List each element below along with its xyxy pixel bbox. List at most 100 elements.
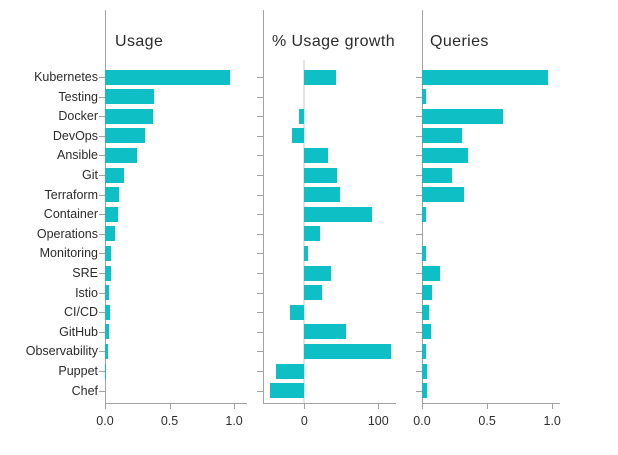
bar-observability: [304, 343, 391, 359]
bar-sre: [105, 265, 111, 281]
category-label: SRE: [72, 266, 98, 280]
bar-kubernetes: [304, 69, 337, 85]
y-tick: [257, 253, 263, 255]
x-tick: [105, 404, 106, 409]
category-label: Kubernetes: [34, 70, 98, 84]
bar-monitoring: [105, 245, 112, 261]
bar-puppet: [105, 363, 107, 379]
y-tick: [416, 390, 422, 392]
bar-ci-cd: [105, 304, 111, 320]
bar-github: [422, 324, 432, 340]
bar-istio: [105, 285, 109, 301]
bar-istio: [304, 285, 323, 301]
bar-github: [304, 324, 347, 340]
bar-observability: [105, 343, 108, 359]
panel-title-queries: Queries: [430, 33, 489, 50]
bar-ansible: [304, 147, 329, 163]
bar-sre: [304, 265, 331, 281]
x-tick: [552, 404, 554, 409]
y-tick: [257, 371, 263, 372]
bar-kubernetes: [422, 69, 549, 85]
y-tick: [257, 273, 263, 274]
category-label: Observability: [25, 344, 98, 359]
category-label: Chef: [71, 383, 98, 398]
y-tick: [416, 77, 422, 78]
y-tick: [416, 351, 422, 353]
bar-git: [422, 167, 452, 183]
category-label: Monitoring: [39, 246, 98, 261]
category-label: Puppet: [58, 364, 98, 378]
y-tick: [416, 312, 422, 314]
y-tick: [257, 292, 263, 294]
category-label: Ansible: [57, 148, 98, 163]
bar-terraform: [105, 187, 120, 203]
y-tick: [99, 351, 105, 353]
y-tick: [99, 233, 105, 235]
x-axis-line: [105, 403, 247, 404]
bar-terraform: [304, 187, 340, 203]
bar-kubernetes: [105, 69, 231, 85]
y-tick: [257, 351, 263, 353]
bar-ansible: [422, 147, 468, 163]
y-tick: [99, 371, 105, 372]
bar-ci-cd: [290, 304, 305, 320]
panel-title-usage-growth: % Usage growth: [272, 33, 395, 50]
y-tick: [257, 331, 263, 333]
bar-docker: [299, 108, 305, 124]
y-tick: [416, 194, 422, 196]
x-tick-label: 0: [300, 414, 308, 428]
x-axis-line: [263, 403, 396, 404]
bar-observability: [422, 343, 426, 359]
y-tick: [257, 77, 263, 78]
bar-devops: [422, 128, 463, 144]
category-label: Istio: [75, 285, 98, 300]
bar-devops: [291, 128, 305, 144]
y-tick: [99, 292, 105, 294]
y-tick: [257, 194, 263, 196]
bar-sre: [422, 265, 441, 281]
x-tick: [234, 404, 236, 409]
bar-ci-cd: [422, 304, 429, 320]
y-tick: [416, 233, 422, 235]
y-tick: [257, 135, 263, 137]
y-tick: [99, 390, 105, 392]
bar-testing: [105, 89, 155, 105]
y-tick: [416, 135, 422, 137]
y-tick: [416, 116, 422, 118]
y-tick: [257, 175, 263, 176]
y-tick: [416, 292, 422, 294]
x-tick: [487, 404, 489, 409]
y-tick: [416, 155, 422, 157]
y-tick: [257, 233, 263, 235]
y-tick: [99, 214, 105, 216]
bar-docker: [105, 108, 153, 124]
category-label: Terraform: [44, 187, 98, 202]
bar-container: [304, 206, 373, 222]
x-tick: [169, 404, 171, 409]
y-tick: [416, 253, 422, 255]
category-label: Docker: [58, 109, 98, 124]
y-tick: [99, 155, 105, 157]
bar-puppet: [276, 363, 305, 379]
bar-git: [304, 167, 337, 183]
y-tick: [416, 96, 422, 98]
y-tick: [99, 135, 105, 137]
y-tick: [99, 331, 105, 333]
y-tick: [257, 214, 263, 216]
y-tick: [416, 331, 422, 333]
bar-docker: [422, 108, 503, 124]
bar-devops: [105, 128, 146, 144]
x-tick: [304, 404, 306, 409]
y-tick: [99, 116, 105, 118]
y-tick: [257, 312, 263, 314]
y-axis-spine: [105, 10, 106, 403]
bar-chef: [269, 383, 305, 399]
y-tick: [99, 194, 105, 196]
bar-operations: [105, 226, 116, 242]
y-tick: [416, 214, 422, 216]
y-tick: [416, 371, 422, 372]
panel-title-usage: Usage: [115, 33, 164, 50]
bar-ansible: [105, 147, 138, 163]
x-tick-label: 1.0: [543, 414, 561, 428]
